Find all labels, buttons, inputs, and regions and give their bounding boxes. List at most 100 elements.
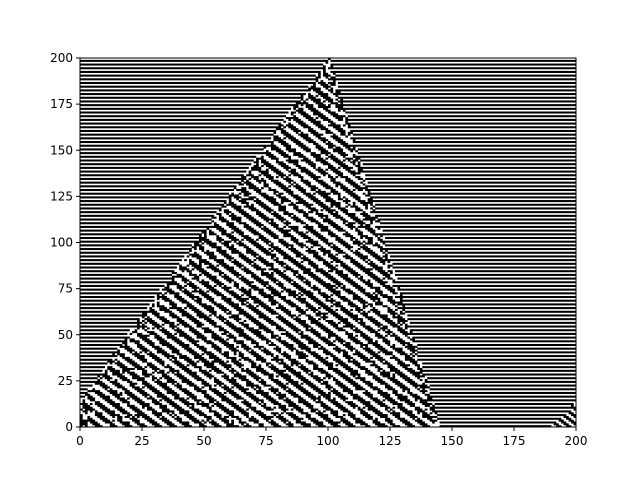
- heatmap-cell-run: [362, 183, 366, 186]
- heatmap-cell-run: [313, 233, 321, 236]
- heatmap-cell-run: [357, 225, 371, 228]
- heatmap-cell-run: [231, 294, 239, 297]
- heatmap-cell-run: [387, 332, 391, 335]
- heatmap-cell-run: [171, 360, 180, 363]
- heatmap-cell-run: [213, 391, 222, 394]
- heatmap-cell-run: [360, 257, 368, 260]
- heatmap-cell-run: [99, 377, 103, 380]
- heatmap-cell-run: [335, 308, 339, 311]
- heatmap-cell-run: [223, 299, 232, 302]
- heatmap-cell-run: [305, 150, 311, 153]
- heatmap-cell-run: [573, 423, 577, 426]
- heatmap-cell-run: [437, 417, 562, 420]
- heatmap-cell-run: [218, 351, 222, 354]
- heatmap-cell-run: [407, 391, 413, 394]
- heatmap-cell-run: [278, 238, 284, 241]
- heatmap-cell-run: [315, 301, 324, 304]
- heatmap-cell-run: [236, 297, 249, 300]
- heatmap-cell-run: [211, 423, 220, 426]
- heatmap-cell-run: [278, 406, 287, 409]
- heatmap-cell-run: [213, 412, 220, 415]
- heatmap-cell-run: [142, 382, 150, 385]
- heatmap-cell-run: [375, 214, 577, 217]
- heatmap-cell-run: [404, 412, 413, 415]
- heatmap-cell-run: [80, 336, 130, 339]
- heatmap-cell-run: [80, 214, 215, 217]
- heatmap-cell-run: [132, 353, 140, 356]
- heatmap-cell-run: [375, 301, 383, 304]
- heatmap-cell-run: [238, 233, 244, 236]
- heatmap-cell-run: [268, 248, 272, 251]
- heatmap-cell-run: [330, 301, 334, 304]
- heatmap-cell-run: [382, 318, 391, 321]
- heatmap-cell-run: [216, 316, 225, 319]
- heatmap-cell-run: [117, 417, 123, 420]
- heatmap-cell-run: [109, 423, 115, 426]
- heatmap-cell-run: [392, 403, 403, 406]
- heatmap-cell-run: [347, 126, 577, 129]
- heatmap-cell-run: [345, 198, 349, 201]
- heatmap-cell-run: [285, 168, 289, 171]
- heatmap-cell-run: [360, 201, 373, 204]
- heatmap-cell-run: [204, 331, 215, 334]
- heatmap-cell-run: [335, 146, 341, 149]
- heatmap-cell-run: [382, 273, 391, 276]
- heatmap-cell-run: [399, 408, 408, 411]
- heatmap-cell-run: [355, 253, 363, 256]
- heatmap-cell-run: [151, 356, 160, 359]
- heatmap-cell-run: [320, 205, 329, 208]
- heatmap-cell-run: [325, 386, 334, 389]
- heatmap-cell-run: [556, 425, 562, 428]
- heatmap-cell-run: [142, 369, 148, 372]
- heatmap-cell-run: [206, 227, 210, 230]
- heatmap-cell-run: [194, 410, 202, 413]
- heatmap-cell-run: [328, 332, 336, 335]
- heatmap-cell-run: [325, 129, 331, 132]
- heatmap-cell-run: [350, 236, 356, 240]
- heatmap-cell-run: [295, 286, 304, 289]
- heatmap-cell-run: [223, 377, 229, 380]
- heatmap-cell-run: [87, 415, 91, 418]
- heatmap-cell-run: [370, 319, 378, 323]
- heatmap-cell-run: [298, 133, 309, 136]
- heatmap-cell-run: [275, 415, 284, 418]
- heatmap-cell-run: [258, 290, 264, 293]
- heatmap-cell-run: [362, 336, 371, 339]
- heatmap-cell-run: [332, 391, 341, 394]
- heatmap-cell-run: [357, 166, 577, 169]
- heatmap-cell-run: [385, 360, 388, 363]
- heatmap-cell-run: [318, 425, 326, 428]
- heatmap-cell-run: [427, 377, 577, 380]
- heatmap-cell-run: [313, 192, 316, 195]
- heatmap-cell-run: [293, 118, 301, 121]
- heatmap-cell-run: [196, 297, 202, 300]
- heatmap-cell-run: [213, 222, 217, 225]
- heatmap-cell-run: [367, 262, 376, 265]
- heatmap-cell-run: [171, 382, 175, 385]
- heatmap-cell-run: [313, 253, 319, 256]
- heatmap-cell-run: [251, 342, 259, 345]
- heatmap-cell-run: [186, 397, 190, 400]
- heatmap-cell-run: [357, 244, 361, 247]
- heatmap-cell-run: [80, 211, 217, 214]
- heatmap-cell-run: [194, 377, 202, 380]
- heatmap-cell-run: [335, 104, 577, 107]
- heatmap-cell-run: [275, 183, 284, 186]
- heatmap-cell-run: [288, 137, 296, 140]
- heatmap-cell-run: [350, 338, 358, 341]
- heatmap-cell-run: [151, 323, 160, 326]
- heatmap-cell-run: [273, 356, 279, 359]
- heatmap-cell-run: [228, 201, 234, 204]
- heatmap-cell-run: [246, 260, 254, 263]
- heatmap-cell-run: [380, 393, 391, 396]
- heatmap-cell-run: [206, 366, 217, 369]
- heatmap-cell-run: [355, 264, 363, 267]
- heatmap-cell-run: [417, 351, 577, 354]
- heatmap-cell-run: [211, 360, 225, 363]
- heatmap-cell-run: [365, 327, 373, 330]
- heatmap-cell-run: [256, 212, 264, 216]
- heatmap-cell-run: [80, 355, 118, 358]
- heatmap-cell-run: [293, 281, 296, 284]
- heatmap-cell-run: [89, 403, 93, 406]
- heatmap-cell-run: [218, 209, 222, 212]
